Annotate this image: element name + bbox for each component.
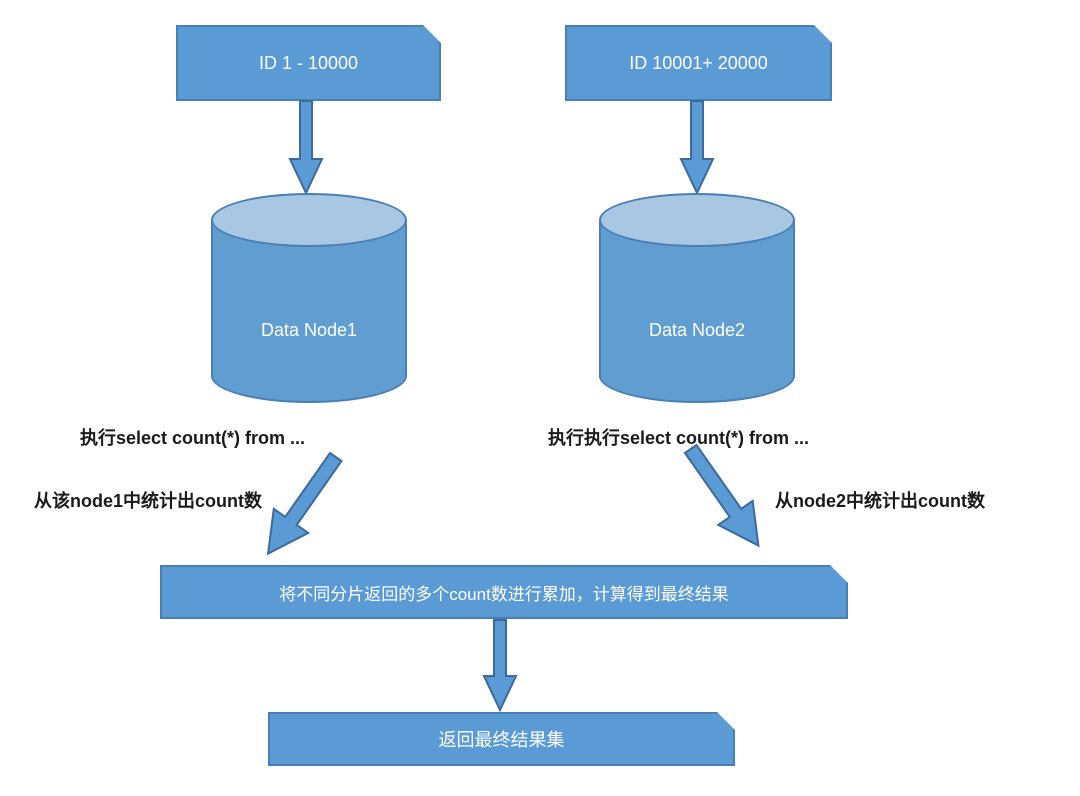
arrow-bottom-down-icon: [484, 620, 516, 710]
data-node1-cylinder: Data Node1: [211, 193, 407, 403]
data-node2-body: Data Node2: [599, 220, 795, 403]
data-node2-label: Data Node2: [649, 320, 745, 341]
arrow-topright-down-icon: [681, 101, 713, 193]
result-card: 返回最终结果集: [268, 712, 735, 766]
id-range-left-card: ID 1 - 10000: [176, 25, 441, 101]
exec-right-annotation: 执行执行select count(*) from ...: [548, 424, 809, 450]
arrow-topleft-down-icon: [290, 101, 322, 193]
arrow-diag-left-icon: [290, 448, 450, 568]
result-label: 返回最终结果集: [439, 726, 565, 752]
data-node1-body: Data Node1: [211, 220, 407, 403]
aggregate-label: 将不同分片返回的多个count数进行累加，计算得到最终结果: [279, 580, 729, 605]
count-left-annotation: 从该node1中统计出count数: [34, 487, 262, 513]
data-node1-top: [211, 193, 407, 247]
id-range-right-card: ID 10001+ 20000: [565, 25, 832, 101]
aggregate-card: 将不同分片返回的多个count数进行累加，计算得到最终结果: [160, 565, 848, 619]
flowchart-diagram: ID 1 - 10000 ID 10001+ 20000 Data Node1 …: [0, 0, 1080, 796]
id-range-left-label: ID 1 - 10000: [259, 53, 358, 74]
count-right-annotation: 从node2中统计出count数: [775, 487, 985, 513]
exec-left-annotation: 执行select count(*) from ...: [80, 424, 305, 450]
data-node1-label: Data Node1: [261, 320, 357, 341]
data-node2-cylinder: Data Node2: [599, 193, 795, 403]
arrow-diag-right-icon: [575, 448, 735, 568]
data-node2-top: [599, 193, 795, 247]
id-range-right-label: ID 10001+ 20000: [629, 53, 768, 74]
